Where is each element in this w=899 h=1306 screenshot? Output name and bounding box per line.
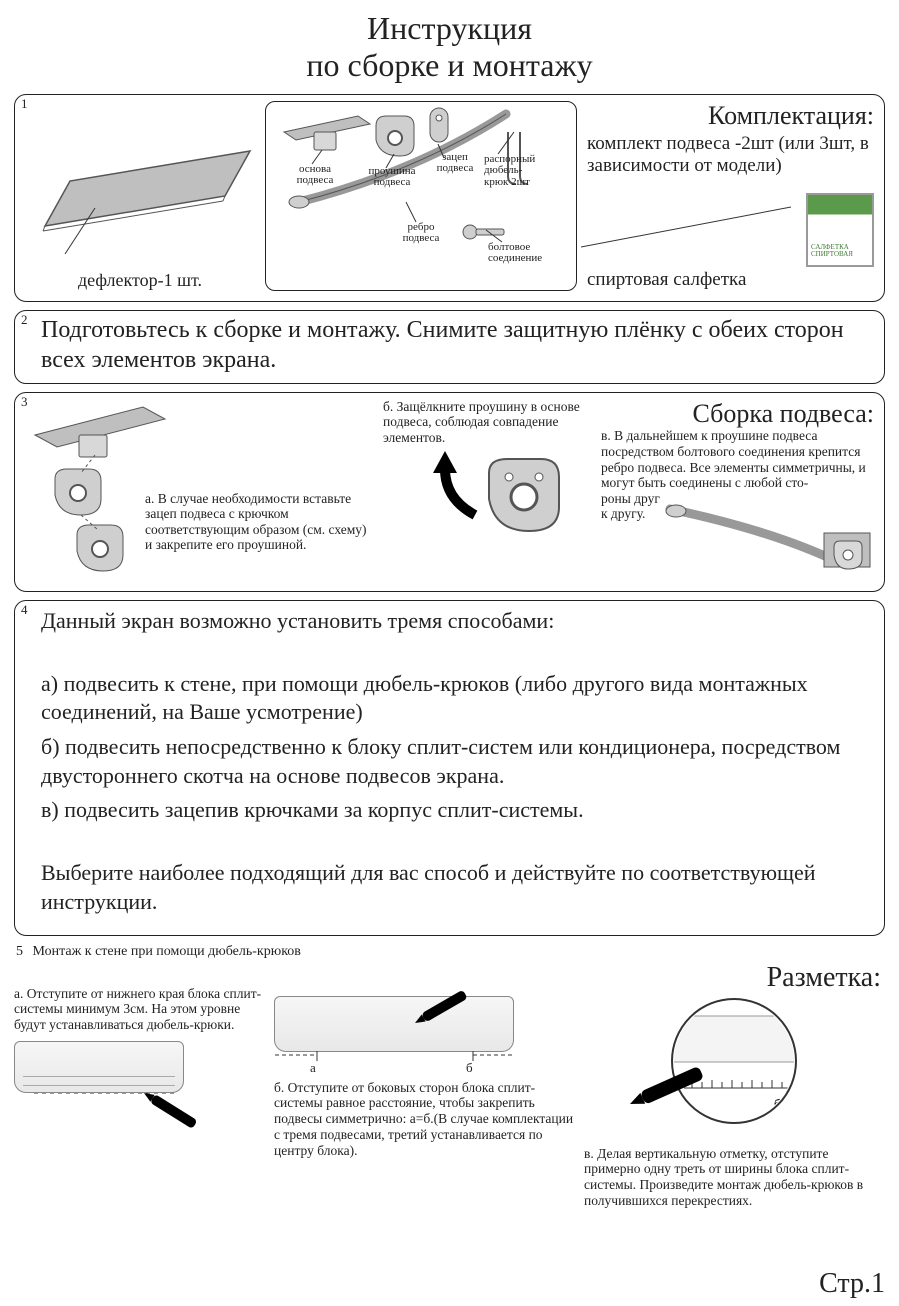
sec3-c-svg <box>664 491 874 581</box>
pencil-b-icon <box>405 987 485 1037</box>
section-2-panel: 2 Подготовьтесь к сборке и монтажу. Сним… <box>14 310 885 384</box>
sec3-a-text: а. В случае необходимости вставьте зацеп… <box>145 491 375 553</box>
section-1-panel: 1 дефлектор-1 шт. <box>14 94 885 302</box>
sec3-col-a: а. В случае необходимости вставьте зацеп… <box>25 399 375 581</box>
title-line2: по сборке и монтажу <box>14 47 885 84</box>
magnifier-icon: б <box>584 996 844 1146</box>
sec5-a-text: а. Отступите от нижнего края блока сплит… <box>14 986 264 1034</box>
label-bolt: болтовое соединение <box>488 242 558 265</box>
kit-text: комплект подвеса -2шт (или 3шт, в зависи… <box>587 133 874 179</box>
sec5-b-text: б. Отступите от боковых сторон блока спл… <box>274 1080 574 1160</box>
sec3-col-b: б. Защёлкните проушину в основе подвеса,… <box>383 399 593 581</box>
label-osnova: основа подвеса <box>290 164 340 187</box>
sec5-col-c: б в. Делая вертикальную отметку, отступи… <box>584 964 885 1264</box>
section-4-panel: 4 Данный экран возможно установить тремя… <box>14 600 885 936</box>
deflector-label: дефлектор-1 шт. <box>78 270 202 291</box>
label-rebro: ребро подвеса <box>396 222 446 245</box>
mark-a: а <box>310 1060 316 1075</box>
section-5-title: 5 Монтаж к стене при помощи дюбель-крюко… <box>16 944 885 960</box>
section-5-body: Разметка: а. Отступите от нижнего края б… <box>14 964 885 1264</box>
title-block: Инструкция по сборке и монтажу <box>14 10 885 84</box>
deflector-icon <box>25 136 255 266</box>
title-line1: Инструкция <box>14 10 885 47</box>
wipe-label: спиртовая салфетка <box>587 269 746 291</box>
mark-b: б <box>466 1060 473 1075</box>
pencil-a-icon <box>14 1087 214 1147</box>
parts-box: основа подвеса проушина подвеса зацеп по… <box>265 101 577 291</box>
sec3-col-c: Сборка подвеса: в. В дальнейшем к проуши… <box>601 399 874 581</box>
wipe-pack-icon: САЛФЕТКА СПИРТОВАЯ <box>806 193 874 267</box>
kit-heading: Комплектация: <box>587 101 874 131</box>
ac-unit-b-icon <box>274 996 514 1052</box>
sec5-col-b: а б б. Отступите от боковых сторон блока… <box>274 964 574 1264</box>
sec4-b: б) подвесить непосредственно к блоку спл… <box>41 733 872 790</box>
sec3-b-text: б. Защёлкните проушину в основе подвеса,… <box>383 399 593 446</box>
deflector-block: дефлектор-1 шт. <box>25 101 255 291</box>
section-1-number: 1 <box>21 96 28 112</box>
section-5-title-text: Монтаж к стене при помощи дюбель-крюков <box>33 944 301 959</box>
section-2-number: 2 <box>21 312 28 328</box>
sec3-b-svg <box>383 445 593 565</box>
page-number: Стр.1 <box>14 1268 885 1300</box>
sec4-a: а) подвесить к стене, при помощи дюбель-… <box>41 670 872 727</box>
sec3-heading: Сборка подвеса: <box>601 399 874 429</box>
label-proushina: проушина подвеса <box>362 166 422 189</box>
sec4-outro: Выберите наиболее подходящий для вас спо… <box>41 859 872 916</box>
label-dubel: распорный дюбель- крюк 2шт <box>484 154 554 189</box>
sec4-intro: Данный экран возможно установить тремя с… <box>41 607 872 636</box>
section-2-text: Подготовьтесь к сборке и монтажу. Снимит… <box>41 317 844 373</box>
section-5-number: 5 <box>16 944 23 959</box>
kit-block: Комплектация: комплект подвеса -2шт (или… <box>587 101 874 291</box>
sec4-c: в) подвесить зацепив крючками за корпус … <box>41 796 872 825</box>
sec5-heading: Разметка: <box>767 962 881 994</box>
sec5-c-text: в. Делая вертикальную отметку, отступите… <box>584 1146 885 1210</box>
label-zacep: зацеп подвеса <box>430 152 480 175</box>
ac-unit-a-icon <box>14 1041 184 1093</box>
section-4-number: 4 <box>21 602 28 619</box>
sec5-col-a: а. Отступите от нижнего края блока сплит… <box>14 964 264 1264</box>
wipe-leader-icon <box>581 197 801 257</box>
section-3-panel: 3 а. В случае необходимости вставьте зац… <box>14 392 885 592</box>
